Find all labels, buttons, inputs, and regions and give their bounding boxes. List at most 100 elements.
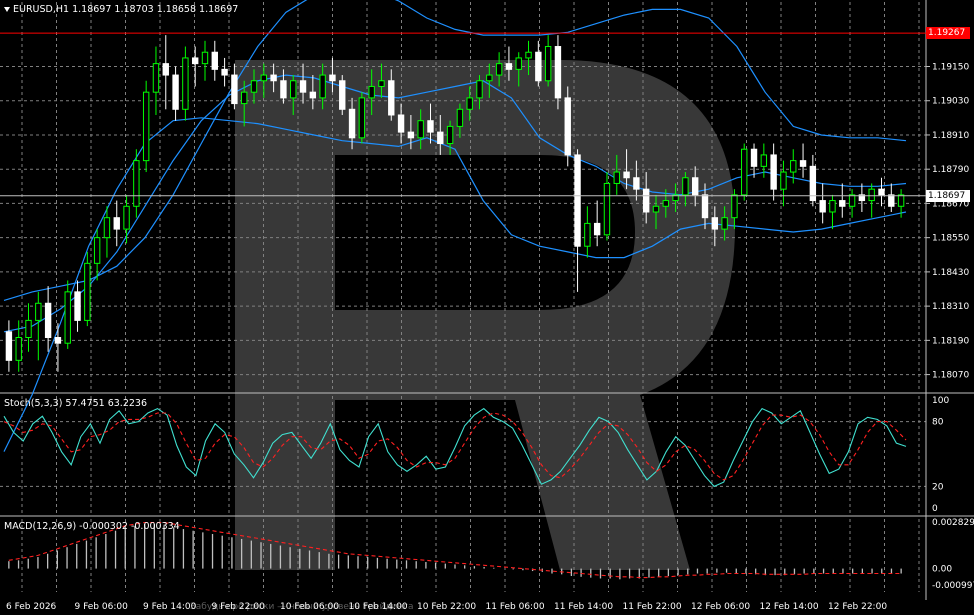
candle-bear <box>329 74 336 82</box>
stoch-tick-label: 80 <box>932 418 944 428</box>
candle-bull <box>544 46 552 82</box>
macd-signal-line <box>8 521 902 579</box>
candle-bear <box>701 194 709 219</box>
time-tick-label: 9 Feb 06:00 <box>75 602 129 612</box>
candle-bull <box>731 194 738 219</box>
macd-axis: 0.002829 0.00 -0.000997 <box>932 518 974 591</box>
candle-bear <box>299 80 307 93</box>
candle-bull <box>682 177 689 196</box>
candle-bear <box>74 291 81 321</box>
stoch-tick-label: 100 <box>932 396 949 406</box>
candle-bear <box>642 188 650 213</box>
candle-bear <box>564 97 571 156</box>
candle-bull <box>672 194 679 202</box>
candle-bear <box>750 148 758 167</box>
time-tick-label: 11 Feb 22:00 <box>623 602 682 612</box>
time-axis: 6 Feb 2026 9 Feb 06:00 9 Feb 14:00 9 Feb 22… <box>6 602 887 612</box>
stoch-main-line <box>3 407 907 488</box>
candle-bull <box>319 74 326 99</box>
stoch-tick-label: 0 <box>932 504 938 514</box>
time-tick-label: 6 Feb 2026 <box>6 602 57 612</box>
bollinger-lower <box>3 117 907 452</box>
macd-title: MACD(12,26,9) -0.000302 -0.000334 <box>4 521 180 532</box>
resistance-price-tag: 1.19267 <box>926 27 970 40</box>
candle-bull <box>358 97 366 139</box>
candle-bear <box>593 222 601 236</box>
candle-bear <box>809 165 817 202</box>
candle-bull <box>652 205 660 213</box>
candle-bull <box>142 91 150 162</box>
candle-bear <box>231 74 238 105</box>
candle-bear <box>113 217 120 230</box>
candle-bear <box>280 80 287 99</box>
price-tick-label: 1.18550 <box>932 234 969 244</box>
candle-bull <box>93 237 101 264</box>
candle-bear <box>574 154 581 247</box>
candle-bull <box>603 182 611 236</box>
candle-bear <box>711 217 719 230</box>
candle-bear <box>799 160 807 167</box>
candle-bull <box>25 319 32 339</box>
current-price-tag: 1.18697 <box>926 189 970 202</box>
candle-bull <box>848 194 856 207</box>
candle-bull <box>721 217 728 230</box>
candle-bear <box>888 194 895 207</box>
candle-bull <box>456 108 464 127</box>
candle-bull <box>250 80 258 93</box>
watermark-logo <box>235 60 735 570</box>
candle-bear <box>5 331 13 361</box>
time-tick-label: 9 Feb 14:00 <box>143 602 197 612</box>
candle-bear <box>211 51 218 70</box>
candle-bear <box>878 188 885 196</box>
candle-bull <box>417 120 424 139</box>
candle-bull <box>760 154 768 167</box>
candle-bull <box>584 222 591 247</box>
candle-bear <box>437 131 444 145</box>
candle-bull <box>495 63 503 76</box>
candlestick-series[interactable] <box>5 35 905 372</box>
candle-bull <box>525 51 532 59</box>
bollinger-bands <box>3 0 907 452</box>
macd-tick-label: 0.002829 <box>932 518 974 528</box>
candle-bull <box>897 194 905 207</box>
candle-bull <box>613 171 620 184</box>
candle-bull <box>446 125 454 145</box>
candle-bear <box>505 63 513 70</box>
price-tick-label: 1.18910 <box>932 131 969 141</box>
candle-bear <box>633 177 640 190</box>
chart-header: EURUSD,H1 1.18697 1.18703 1.18658 1.1869… <box>4 4 238 15</box>
price-tick-label: 1.18190 <box>932 336 969 346</box>
candle-bull <box>15 337 22 361</box>
candle-bear <box>692 177 699 196</box>
candle-bear <box>162 63 169 76</box>
price-tick-label: 1.18790 <box>932 165 969 175</box>
time-tick-label: 11 Feb 06:00 <box>486 602 545 612</box>
candle-bear <box>348 108 356 139</box>
candle-bull <box>241 91 248 105</box>
candle-bear <box>407 131 415 139</box>
candle-bull <box>103 217 111 239</box>
candle-bear <box>221 68 228 76</box>
bollinger-upper <box>3 0 907 301</box>
stoch-axis: 100 80 20 0 <box>932 396 949 514</box>
candle-bull <box>662 200 669 207</box>
candle-bear <box>54 337 62 344</box>
price-tick-label: 1.18670 <box>932 199 969 209</box>
candle-bear <box>44 302 52 339</box>
candle-bear <box>397 114 405 133</box>
candle-bull <box>152 63 160 93</box>
candle-bull <box>368 85 375 99</box>
candle-bear <box>535 51 542 82</box>
candle-bear <box>623 171 630 179</box>
macd-tick-label: 0.00 <box>932 565 952 575</box>
dropdown-triangle-icon[interactable] <box>4 7 10 12</box>
ohlc-label: 1.18697 1.18703 1.18658 1.18697 <box>72 4 239 15</box>
stoch-signal-line <box>3 412 907 481</box>
candle-bull <box>290 80 297 99</box>
watermark-text: Забудь про риски — новый уровень трейдин… <box>190 602 414 612</box>
candle-bear <box>554 46 562 99</box>
price-tick-label: 1.18310 <box>932 302 969 312</box>
price-tick-label: 1.18430 <box>932 268 969 278</box>
candle-bear <box>839 200 846 207</box>
